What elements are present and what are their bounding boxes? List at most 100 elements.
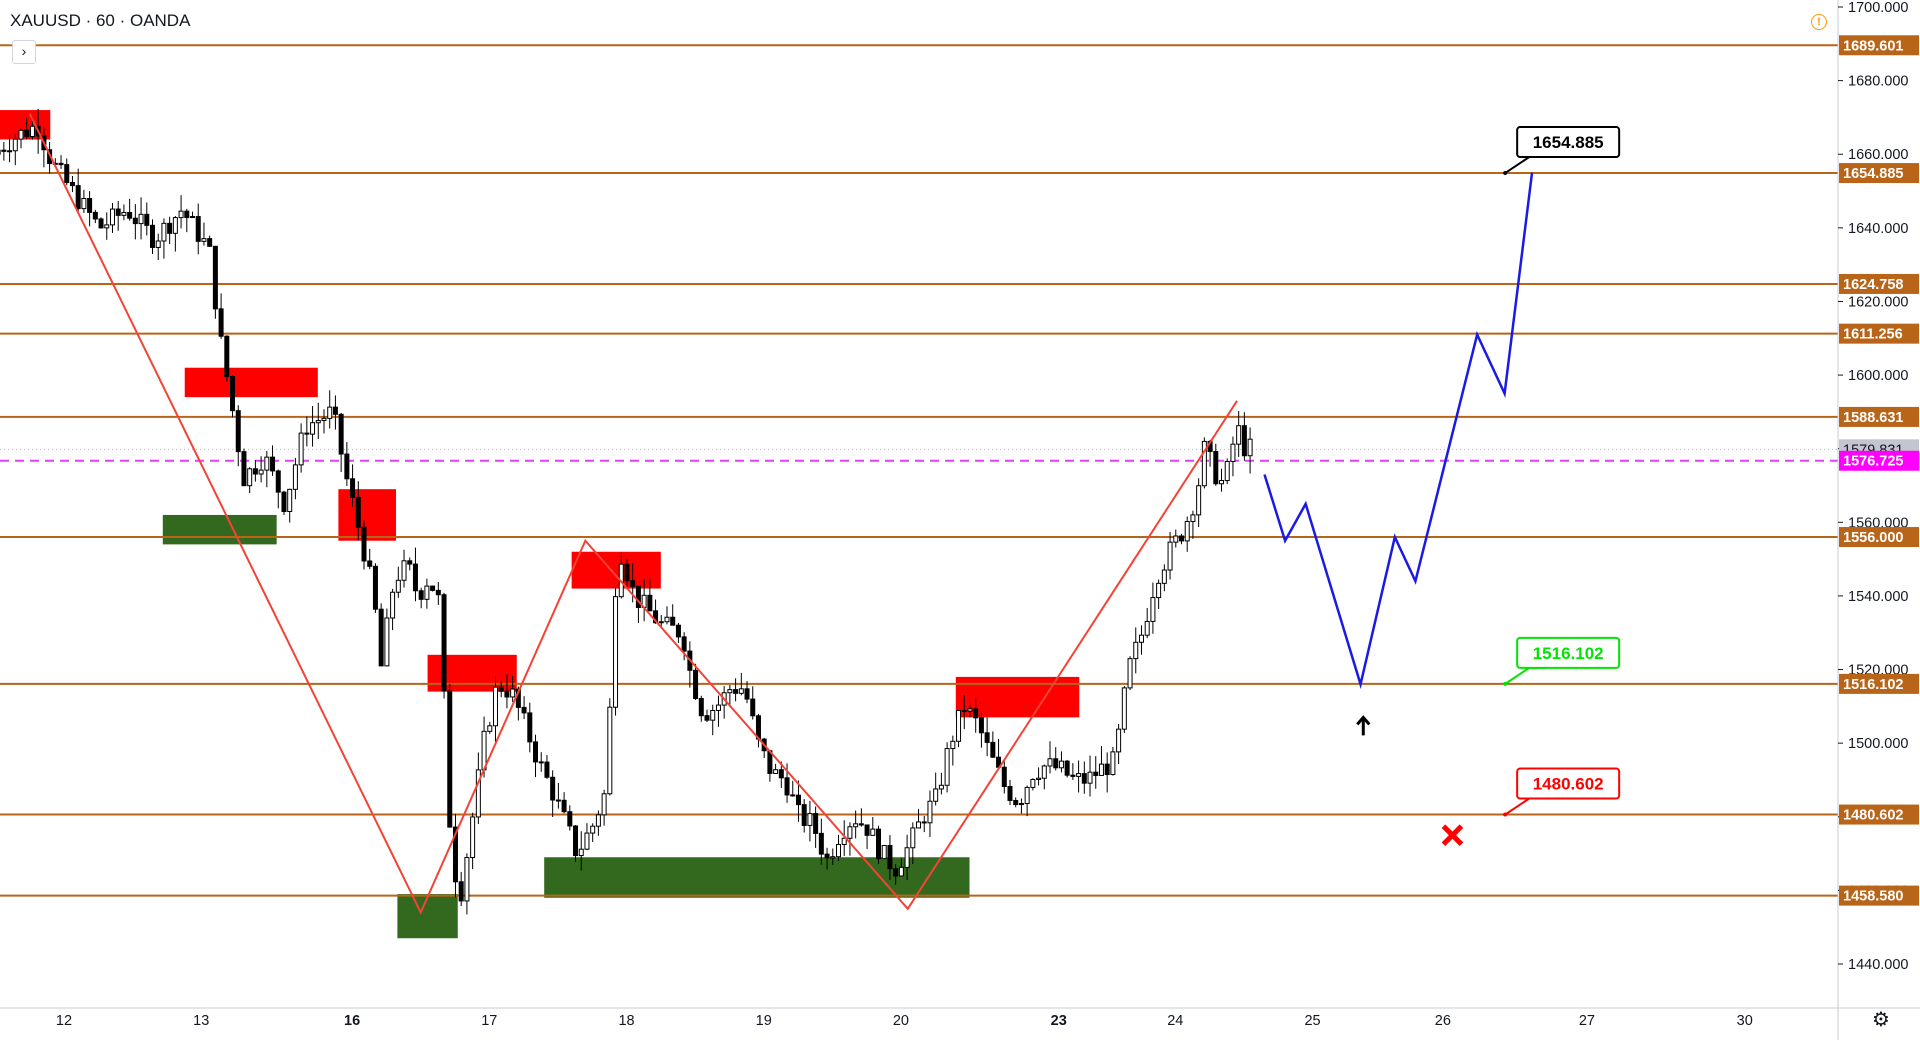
- candle-body: [561, 799, 567, 813]
- y-tick-label: 1440.000: [1848, 957, 1908, 973]
- candle-body: [361, 526, 367, 562]
- candle-body: [927, 800, 933, 824]
- candle-body: [750, 698, 756, 717]
- candle-body: [121, 212, 127, 216]
- candle-body: [424, 585, 430, 600]
- candle-body: [893, 868, 899, 877]
- candle-body: [967, 708, 973, 712]
- supply-zone: [338, 489, 397, 541]
- candle-body: [58, 162, 64, 166]
- candle-body: [487, 725, 493, 732]
- candle-body: [1036, 777, 1042, 780]
- candle-body: [675, 624, 681, 638]
- candle-body: [818, 832, 824, 855]
- candle-body: [1167, 541, 1173, 571]
- candle-body: [841, 837, 847, 845]
- candle-body: [92, 211, 98, 220]
- y-tick-label: 1600.000: [1848, 368, 1908, 384]
- x-tick-label: 13: [193, 1013, 209, 1029]
- candle-body: [1236, 425, 1242, 445]
- candle-body: [858, 823, 864, 826]
- price-callout[interactable]: 1480.602: [1503, 767, 1621, 817]
- candle-body: [384, 617, 390, 667]
- current-price-label: 1576.725: [1843, 454, 1903, 470]
- candle-body: [693, 669, 699, 699]
- candle-body: [961, 710, 967, 713]
- candle-body: [29, 125, 35, 138]
- candle-body: [647, 594, 653, 612]
- candle-body: [1001, 766, 1007, 788]
- current-price-tag: [1839, 450, 1919, 471]
- candle-body: [190, 216, 196, 219]
- candle-body: [270, 456, 276, 472]
- x-tick-label: 20: [893, 1013, 909, 1029]
- candle-body: [1247, 438, 1253, 457]
- candle-body: [115, 208, 121, 216]
- chevron-right-icon[interactable]: ›: [12, 40, 36, 64]
- level-tag-label: 1480.602: [1843, 808, 1903, 824]
- gear-icon[interactable]: ⚙: [1872, 1009, 1890, 1031]
- candle-body: [195, 216, 201, 242]
- candle-body: [738, 688, 744, 694]
- candle-body: [1224, 460, 1230, 482]
- candle-body: [624, 563, 630, 582]
- candle-body: [533, 741, 539, 763]
- level-tag-label: 1624.758: [1843, 277, 1903, 293]
- x-tick-label: 26: [1435, 1013, 1451, 1029]
- candle-body: [1013, 799, 1019, 806]
- candle-body: [1184, 520, 1190, 542]
- demand-zone: [397, 894, 458, 939]
- drawings-layer: [28, 113, 1534, 915]
- candle-body: [378, 608, 384, 667]
- candle-body: [207, 238, 213, 247]
- candle-body: [372, 565, 378, 610]
- x-tick-label: 19: [756, 1013, 772, 1029]
- candle-body: [773, 769, 779, 774]
- level-tag-label: 1689.601: [1843, 38, 1903, 54]
- candle-body: [801, 804, 807, 826]
- candle-body: [1058, 760, 1064, 769]
- candle-body: [635, 585, 641, 608]
- candle-body: [830, 856, 836, 859]
- candle-body: [607, 706, 613, 795]
- candle-body: [664, 616, 670, 623]
- supply-zone: [427, 654, 517, 692]
- candle-body: [904, 847, 910, 868]
- candle-body: [287, 488, 293, 513]
- candle-body: [584, 832, 590, 850]
- candle-body: [1156, 582, 1162, 599]
- candle-body: [1121, 687, 1127, 730]
- price-callout[interactable]: 1516.102: [1503, 636, 1621, 686]
- price-callout[interactable]: 1654.885: [1503, 126, 1621, 176]
- candle-body: [304, 432, 310, 435]
- candle-body: [1, 149, 7, 152]
- candle-body: [464, 857, 470, 902]
- candle-body: [944, 748, 950, 786]
- candle-body: [109, 208, 115, 226]
- candle-body: [1196, 485, 1202, 516]
- candle-body: [1219, 480, 1225, 485]
- price-axis: 1440.0001460.0001480.0001500.0001520.000…: [1837, 0, 1920, 1040]
- level-tag: [1839, 273, 1919, 294]
- candle-body: [864, 824, 870, 836]
- candle-body: [75, 185, 81, 210]
- zigzag-line: [28, 113, 1238, 915]
- candle-body: [567, 811, 573, 827]
- candle-body: [778, 769, 784, 779]
- candle-body: [69, 181, 75, 187]
- alert-circle-icon[interactable]: !: [1811, 14, 1827, 30]
- candle-body: [201, 238, 207, 242]
- candle-body: [127, 212, 133, 219]
- level-tag-label: 1458.580: [1843, 889, 1903, 905]
- candle-body: [1178, 535, 1184, 542]
- candle-body: [1053, 758, 1059, 769]
- callout-label: 1480.602: [1533, 775, 1604, 794]
- candle-body: [447, 690, 453, 828]
- candle-body: [230, 376, 236, 412]
- candle-body: [81, 198, 87, 210]
- candle-body: [64, 164, 70, 183]
- candle-body: [898, 866, 904, 877]
- candle-body: [1201, 440, 1207, 487]
- candle-body: [1116, 728, 1122, 753]
